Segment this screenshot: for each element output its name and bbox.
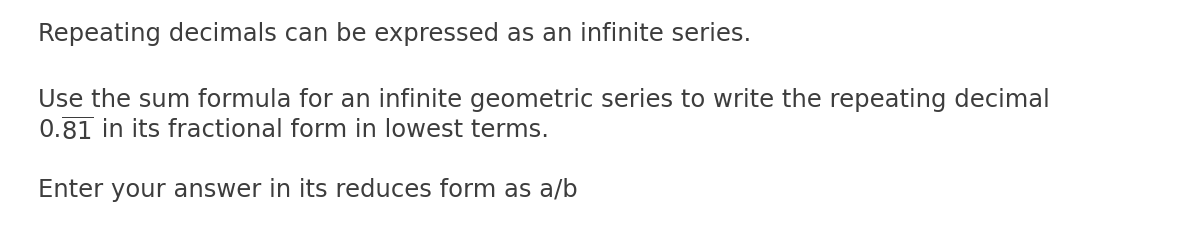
Text: in its fractional form in lowest terms.: in its fractional form in lowest terms. [94,118,550,142]
Text: Use the sum formula for an infinite geometric series to write the repeating deci: Use the sum formula for an infinite geom… [38,88,1050,112]
Text: Enter your answer in its reduces form as a/b: Enter your answer in its reduces form as… [38,178,577,202]
Text: $\mathregular{\overline{81}}$: $\mathregular{\overline{81}}$ [61,118,94,145]
Text: Repeating decimals can be expressed as an infinite series.: Repeating decimals can be expressed as a… [38,22,751,46]
Text: 0.: 0. [38,118,61,142]
